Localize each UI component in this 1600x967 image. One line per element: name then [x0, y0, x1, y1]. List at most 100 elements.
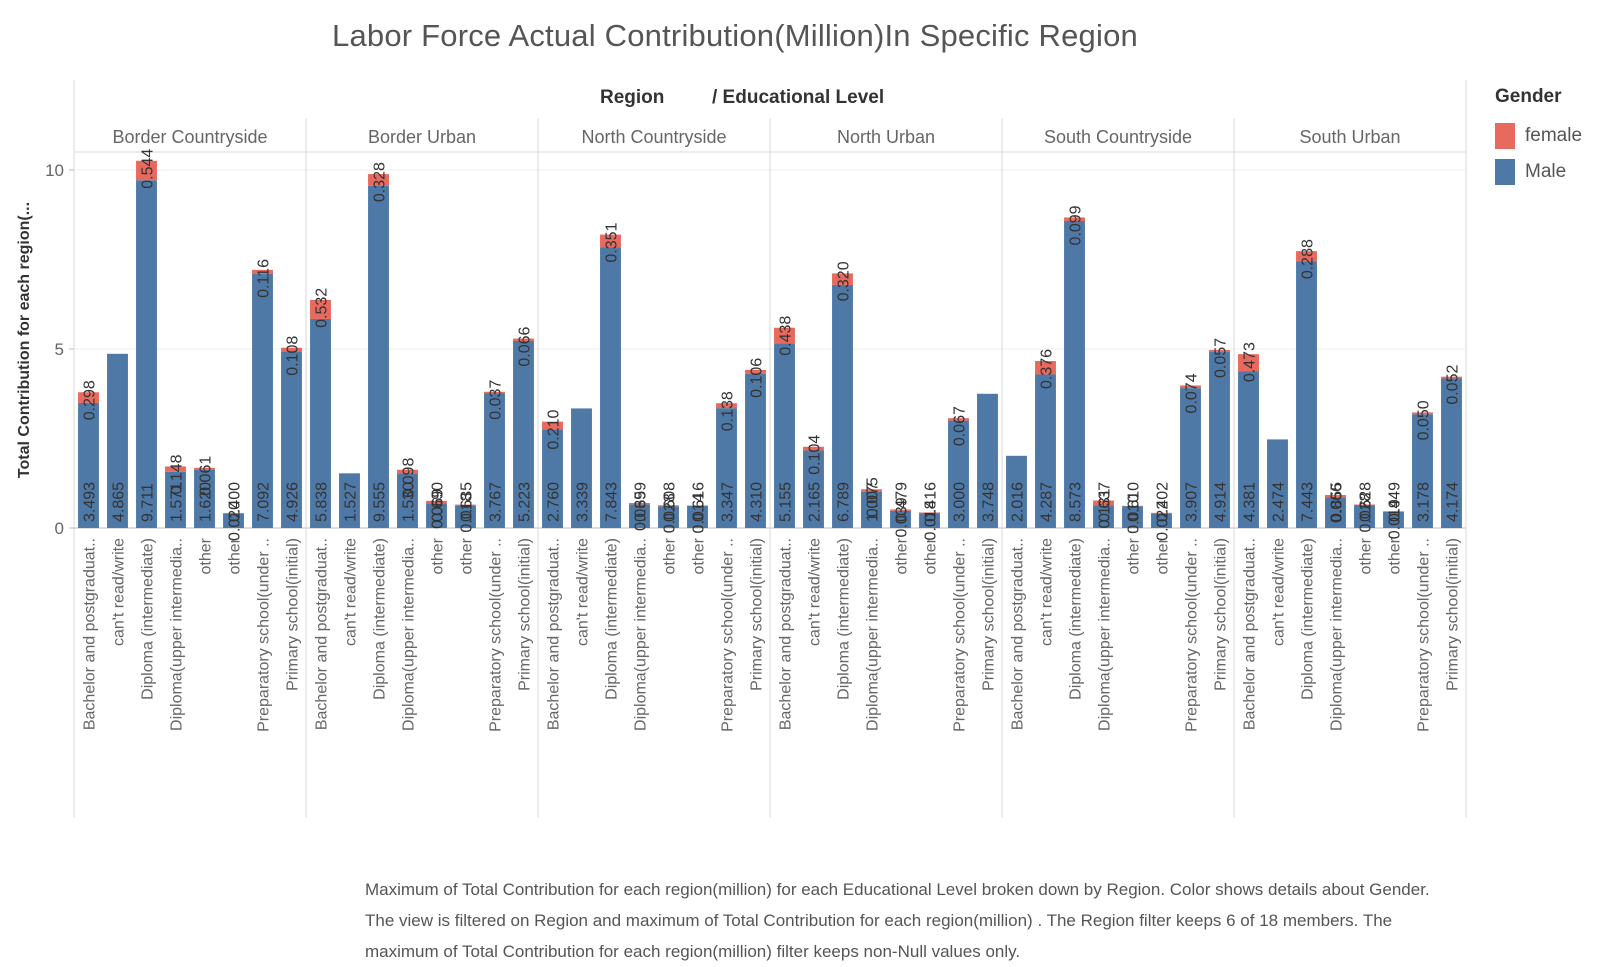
data-label-female: 0.061 [198, 456, 215, 496]
data-label-female: 0.351 [604, 222, 621, 262]
data-label-male: 5.155 [778, 482, 795, 522]
x-tick-label: can't read/write [1039, 538, 1056, 646]
x-tick-label: Preparatory school(under .. [256, 538, 273, 732]
x-tick-label: can't read/write [807, 538, 824, 646]
data-label-female: 0.288 [1300, 239, 1317, 279]
data-label-female: 0.052 [1445, 365, 1462, 405]
legend: Gender female Male [1495, 86, 1582, 190]
data-label-female: 0.069 [430, 489, 447, 529]
data-label-female: 0.010 [1126, 494, 1143, 534]
data-label-male: 2.474 [1271, 482, 1288, 522]
data-label-male: 3.907 [1184, 482, 1201, 522]
x-tick-label: Diploma (intermediate) [604, 538, 621, 700]
legend-swatch-female [1495, 123, 1515, 149]
x-tick-label: Diploma(upper intermedia.. [633, 538, 650, 731]
data-label-male: 5.223 [517, 482, 534, 522]
data-label-female: 0.067 [952, 406, 969, 446]
data-label-female: 0.328 [372, 162, 389, 202]
data-label-male: 9.711 [140, 483, 157, 522]
data-label-female: 0.057 [1213, 338, 1230, 378]
x-tick-label: Preparatory school(under .. [952, 538, 969, 732]
x-tick-label: Preparatory school(under .. [1416, 538, 1433, 732]
data-label-male: 7.092 [256, 482, 273, 522]
data-label-male: 6.789 [836, 482, 853, 522]
x-tick-label: Diploma(upper intermedia.. [865, 538, 882, 731]
data-label-male: 3.000 [952, 482, 969, 522]
x-tick-label: Diploma(upper intermedia.. [1329, 538, 1346, 731]
y-tick-label: 10 [45, 161, 64, 180]
x-tick-label: other [430, 537, 447, 574]
x-tick-label: Diploma(upper intermedia.. [1097, 538, 1114, 731]
legend-item-male[interactable]: Male [1495, 154, 1582, 190]
x-tick-label: Diploma (intermediate) [836, 538, 853, 700]
data-label-male: 2.165 [807, 482, 824, 522]
x-tick-label: can't read/write [111, 538, 128, 646]
data-label-male: 4.381 [1242, 482, 1259, 522]
x-tick-label: Primary school(initial) [749, 538, 766, 691]
data-label-male: 4.310 [749, 482, 766, 522]
x-tick-label: can't read/write [575, 538, 592, 646]
y-tick-label: 5 [55, 340, 64, 359]
x-tick-label: other [662, 537, 679, 574]
bar-male [1064, 221, 1085, 528]
data-label-male: 9.555 [372, 482, 389, 522]
x-tick-label: other [923, 537, 940, 574]
data-label-male: 3.178 [1416, 482, 1433, 522]
x-tick-label: Diploma (intermediate) [140, 538, 157, 700]
x-tick-label: Diploma (intermediate) [1300, 538, 1317, 700]
x-tick-label: other [1387, 537, 1404, 574]
x-tick-label: Primary school(initial) [1445, 538, 1462, 691]
data-label-female: 0.438 [778, 316, 795, 356]
x-tick-label: Primary school(initial) [285, 538, 302, 691]
x-tick-label: other [1358, 537, 1375, 574]
x-tick-label: Bachelor and postgraduat.. [82, 538, 99, 730]
x-tick-label: other [227, 537, 244, 574]
data-label-male: 3.767 [488, 482, 505, 522]
x-tick-label: other [198, 537, 215, 574]
x-tick-label: other [1155, 537, 1172, 574]
data-label-male: 3.493 [82, 482, 99, 522]
data-label-female: 0.104 [807, 435, 824, 475]
x-tick-label: can't read/write [1271, 538, 1288, 646]
region-header: North Urban [837, 127, 935, 147]
legend-label-male: Male [1525, 161, 1566, 183]
x-tick-label: Diploma (intermediate) [372, 538, 389, 700]
data-label-male: 5.838 [314, 482, 331, 522]
x-tick-label: Preparatory school(under .. [720, 538, 737, 732]
data-label-female: 0.039 [894, 497, 911, 537]
region-header: Border Urban [368, 127, 476, 147]
data-label-female: 0.066 [517, 326, 534, 366]
y-axis-title: Total Contribution for each region(... [16, 202, 33, 478]
x-tick-label: Bachelor and postgraduat.. [546, 538, 563, 730]
data-label-female: 0.019 [1387, 499, 1404, 539]
x-tick-label: other [459, 537, 476, 574]
data-label-female: 0.098 [401, 458, 418, 498]
data-label-female: 0.020 [227, 501, 244, 541]
x-tick-label: Diploma(upper intermedia.. [169, 538, 186, 731]
data-label-male: 3.748 [981, 482, 998, 522]
region-header: Border Countryside [112, 127, 267, 147]
data-label-male: 3.339 [575, 482, 592, 522]
legend-item-female[interactable]: female [1495, 118, 1582, 154]
data-label-female: 0.108 [285, 336, 302, 376]
data-label-female: 0.532 [314, 288, 331, 328]
data-label-female: 0.148 [169, 454, 186, 494]
x-tick-label: Primary school(initial) [1213, 538, 1230, 691]
legend-swatch-male [1495, 159, 1515, 185]
x-tick-label: Diploma (intermediate) [1068, 538, 1085, 700]
data-label-male: 3.347 [720, 482, 737, 522]
x-tick-label: Bachelor and postgraduat.. [1242, 538, 1259, 730]
data-label-female: 0.022 [1155, 501, 1172, 541]
legend-label-female: female [1525, 125, 1582, 147]
data-label-female: 0.028 [1358, 492, 1375, 532]
x-tick-label: can't read/write [343, 538, 360, 646]
data-label-female: 0.075 [865, 477, 882, 517]
data-label-female: 0.376 [1039, 349, 1056, 389]
data-label-female: 0.050 [1416, 400, 1433, 440]
x-tick-label: Bachelor and postgraduat.. [1010, 538, 1027, 730]
data-label-female: 0.074 [1184, 373, 1201, 413]
x-tick-label: Primary school(initial) [517, 538, 534, 691]
data-label-male: 7.443 [1300, 482, 1317, 522]
bar-male [368, 186, 389, 528]
x-tick-label: Bachelor and postgraduat.. [314, 538, 331, 730]
